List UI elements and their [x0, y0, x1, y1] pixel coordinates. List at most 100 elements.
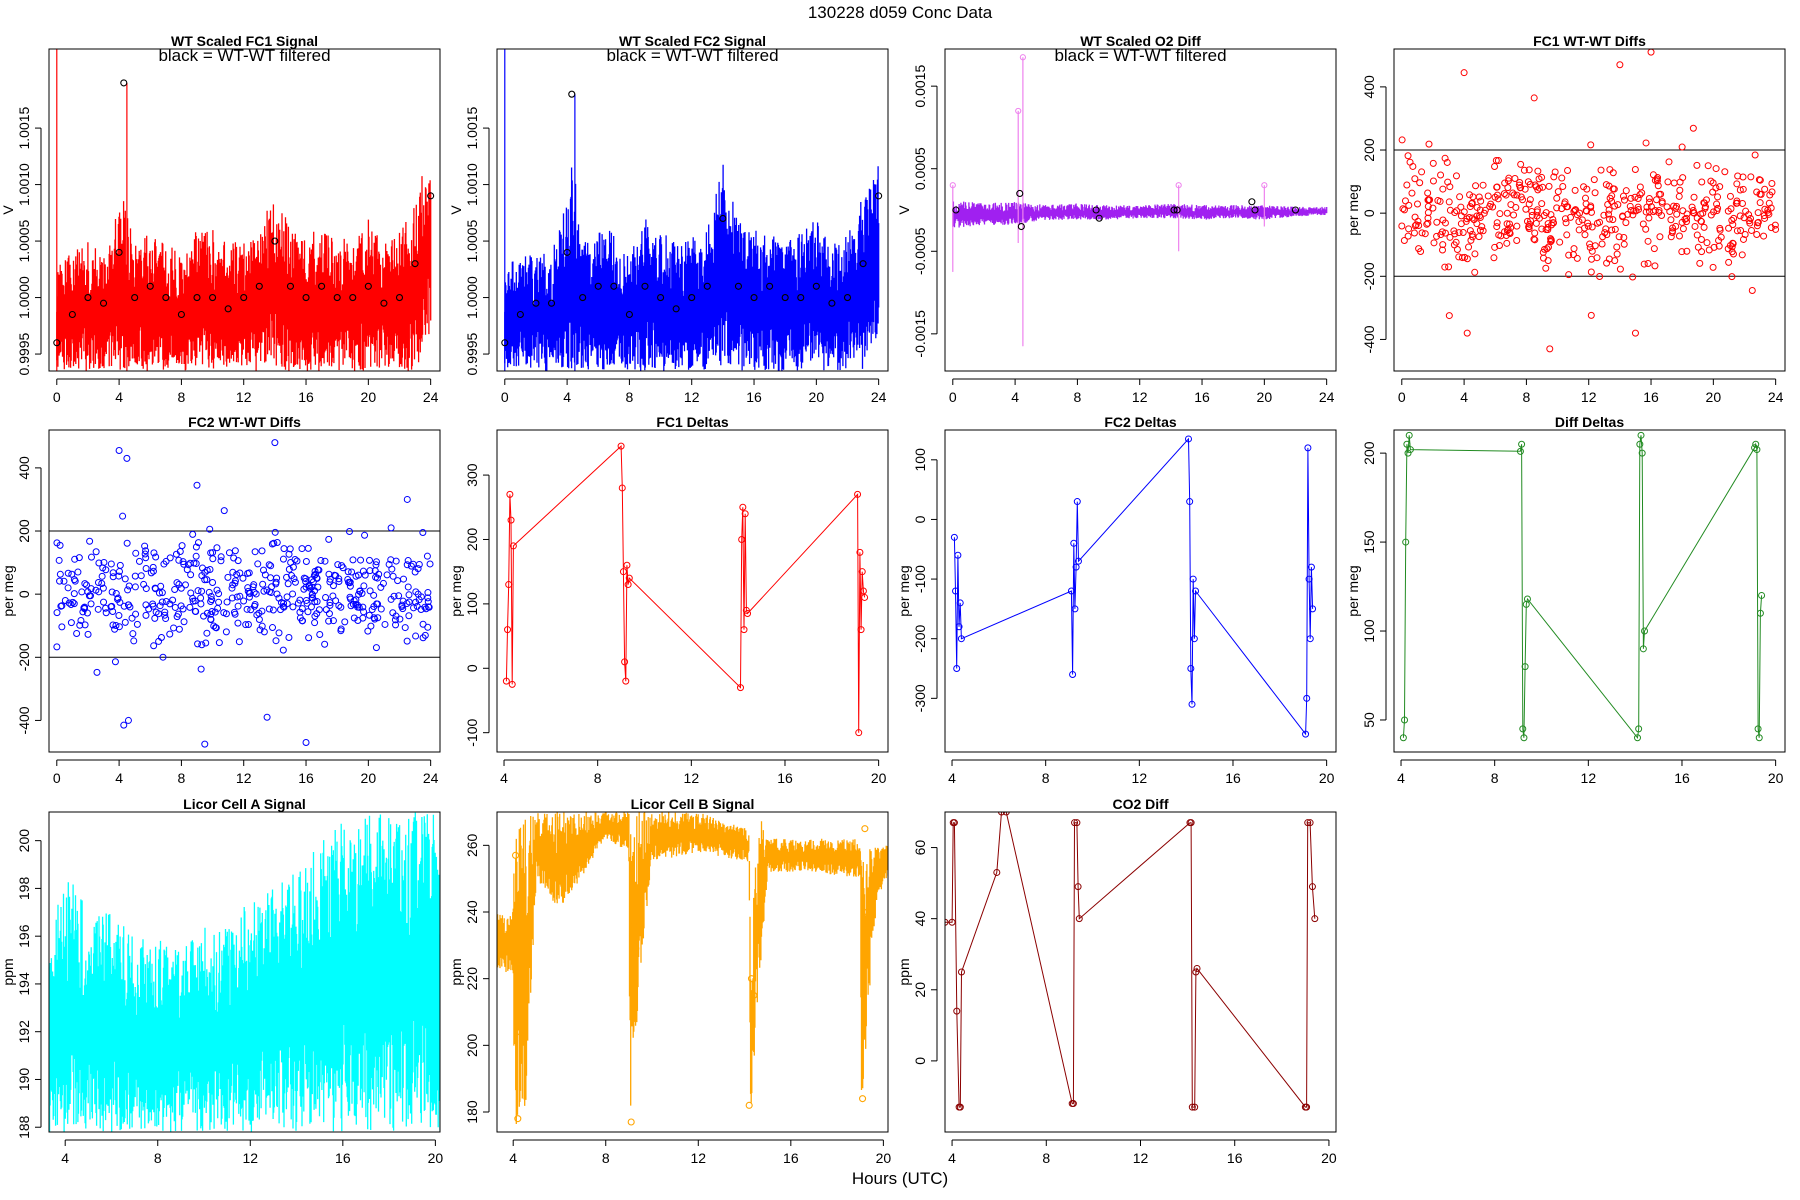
data-point	[1492, 156, 1500, 164]
data-point	[150, 642, 158, 650]
data-point	[1747, 173, 1755, 181]
data-point	[1191, 1103, 1199, 1111]
panel-title: WT Scaled FC1 Signal	[171, 33, 318, 49]
plot-area	[945, 812, 1319, 1111]
data-point	[1473, 212, 1481, 220]
data-point	[1756, 190, 1764, 198]
x-tick-label: 16	[1225, 770, 1241, 786]
plot-frame	[944, 48, 1337, 372]
plot-area	[950, 435, 1317, 738]
data-point	[1411, 175, 1419, 183]
data-point	[70, 590, 78, 598]
data-point	[124, 586, 132, 594]
data-point	[1516, 447, 1524, 455]
data-point	[191, 607, 199, 615]
data-point	[1694, 243, 1702, 251]
data-point	[1738, 200, 1746, 208]
data-point	[1717, 233, 1725, 241]
data-point	[1586, 240, 1594, 248]
figure-suptitle: 130228 d059 Conc Data	[808, 3, 993, 22]
data-point	[1481, 206, 1489, 214]
data-point	[53, 643, 61, 651]
y-tick-label: -300	[912, 684, 928, 712]
data-point	[76, 621, 84, 629]
data-point	[1517, 184, 1525, 192]
x-tick-label: 12	[242, 1150, 258, 1166]
data-point	[1491, 243, 1499, 251]
data-point	[1467, 236, 1475, 244]
data-point	[1261, 182, 1268, 189]
data-point	[1690, 193, 1698, 201]
data-point	[1733, 199, 1741, 207]
y-tick-label: 150	[1361, 530, 1377, 554]
x-tick-label: 12	[236, 770, 252, 786]
data-point	[265, 605, 273, 613]
data-point	[158, 598, 166, 606]
plot-frame	[1393, 48, 1786, 372]
data-point	[1601, 229, 1609, 237]
data-point	[741, 510, 749, 518]
plot-frame	[496, 429, 889, 753]
data-point	[1457, 203, 1465, 211]
data-point	[1703, 239, 1711, 247]
data-point	[151, 614, 159, 622]
data-point	[354, 601, 362, 609]
data-point	[64, 569, 72, 577]
x-tick-label: 8	[1042, 1150, 1050, 1166]
data-point	[1710, 243, 1718, 251]
data-point	[413, 602, 421, 610]
plot-area	[501, 49, 883, 371]
data-point	[171, 603, 179, 611]
data-point	[121, 575, 129, 583]
data-point	[621, 658, 629, 666]
data-point	[306, 584, 314, 592]
data-point	[321, 640, 329, 648]
data-point	[79, 608, 87, 616]
data-point	[332, 572, 340, 580]
data-point	[1683, 214, 1691, 222]
data-point	[1542, 209, 1550, 217]
data-point	[1534, 167, 1542, 175]
data-point	[1721, 168, 1729, 176]
data-point	[412, 588, 420, 596]
data-point	[632, 945, 640, 953]
data-point	[993, 868, 1001, 876]
data-point	[1502, 191, 1510, 199]
data-point	[1190, 635, 1198, 643]
data-point	[1627, 194, 1635, 202]
x-tick-label: 4	[509, 1150, 517, 1166]
data-point	[150, 549, 158, 557]
data-point	[244, 569, 252, 577]
data-point	[220, 507, 228, 515]
data-point	[1486, 202, 1494, 210]
data-point	[1620, 240, 1628, 248]
x-tick-label: 16	[1227, 1150, 1243, 1166]
data-point	[115, 612, 123, 620]
data-point	[1747, 226, 1755, 234]
data-point	[58, 623, 66, 631]
data-point	[1503, 209, 1511, 217]
panel-licor_b: 4 8 12 16 20 180 200 220 240 260 ppm Licor Cell B S…	[448, 796, 891, 1166]
data-point	[346, 582, 354, 590]
data-point	[1544, 226, 1552, 234]
x-tick-label: 4	[948, 770, 956, 786]
data-point	[1570, 245, 1578, 253]
data-point	[308, 590, 316, 598]
data-point	[421, 603, 429, 611]
data-point	[828, 299, 836, 307]
data-point	[284, 580, 292, 588]
data-point	[1493, 183, 1501, 191]
data-point	[1188, 1103, 1196, 1111]
x-tick-label: 4	[563, 389, 571, 405]
data-point	[120, 602, 128, 610]
data-point	[1696, 259, 1704, 267]
data-point	[424, 603, 432, 611]
x-tick-label: 12	[1581, 770, 1597, 786]
data-point	[1443, 158, 1451, 166]
data-point	[1484, 192, 1492, 200]
data-point	[1634, 195, 1642, 203]
data-point	[1640, 260, 1648, 268]
data-point	[1513, 236, 1521, 244]
data-point	[1678, 218, 1686, 226]
data-point	[618, 484, 626, 492]
